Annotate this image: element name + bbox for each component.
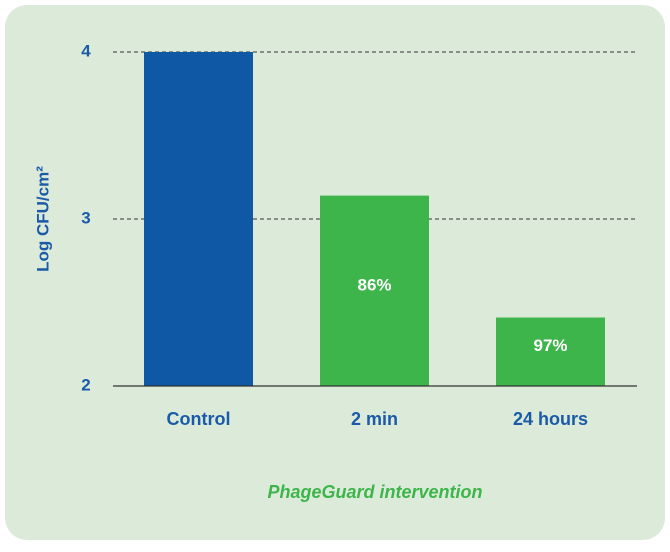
bar	[320, 195, 429, 386]
y-tick-label: 3	[81, 208, 90, 227]
bar-label: 97%	[533, 336, 567, 355]
y-tick-label: 2	[81, 375, 90, 394]
bar-label: 86%	[357, 275, 391, 294]
bar	[144, 52, 253, 386]
x-tick-label: 2 min	[351, 409, 398, 429]
x-tick-label: 24 hours	[513, 409, 588, 429]
y-axis-label: Log CFU/cm²	[33, 166, 52, 272]
x-axis-label: PhageGuard intervention	[267, 482, 482, 502]
bar	[496, 317, 605, 386]
x-tick-label: Control	[167, 409, 231, 429]
y-tick-label: 4	[81, 41, 91, 60]
